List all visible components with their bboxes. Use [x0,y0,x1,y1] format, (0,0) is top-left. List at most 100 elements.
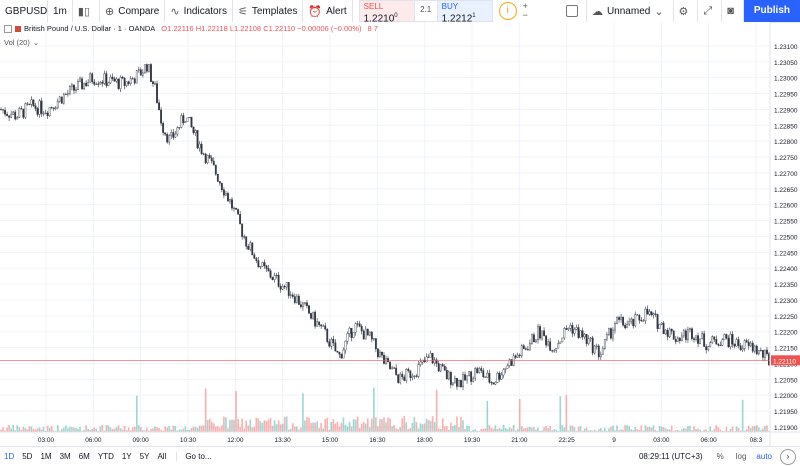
range-button-1m[interactable]: 1M [40,452,52,461]
candle-body [766,349,768,354]
candle-body [449,371,452,385]
candle-body [563,328,566,339]
volume-bar [472,429,474,432]
candle-body [597,345,600,358]
candle-body [723,334,726,340]
candle-body [200,143,203,154]
candle-body [328,341,331,347]
volume-bar [65,425,67,432]
candle-body [468,371,471,377]
sell-button[interactable]: SELL 1.22100 [359,1,414,24]
candle-body [30,99,33,105]
candle-body [109,76,112,84]
info-icon[interactable]: i [498,2,517,20]
templates-label: Templates [251,5,298,17]
range-button-3m[interactable]: 3M [59,452,71,461]
volume-bar [413,416,416,432]
candle-body [247,246,250,250]
indicators-button[interactable]: ∿ Indicators [165,0,233,22]
auto-toggle[interactable]: auto [756,452,772,461]
candle-body [672,330,675,340]
volume-bar [364,423,367,432]
price-axis[interactable]: 1.23100 1.23050 1.23000 1.22950 1.22900 1.228… [774,44,798,432]
volume-bar [715,425,718,432]
volume-bar [737,428,740,432]
volume-bar [247,425,250,432]
volume-bar [115,427,118,432]
volume-bar [253,426,256,432]
candle-body [308,305,310,314]
play-icon[interactable]: › [780,448,796,465]
candle-body [705,346,708,351]
range-button-5y[interactable]: 5Y [139,452,150,461]
volume-bar [634,427,637,432]
interval-button[interactable]: 1m [48,0,73,22]
range-button-1y[interactable]: 1Y [121,452,132,461]
candle-body [391,367,394,370]
volume-bar [535,429,537,432]
candle-body [133,78,136,84]
chart-style-button[interactable]: ▮▯ [73,0,101,22]
volume-bar [358,427,361,432]
candle-body [198,143,201,149]
snapshot-button[interactable]: ◙ [722,0,744,22]
volume-bar [107,425,110,432]
volume-bar [389,418,391,432]
candle-body [289,294,292,296]
publish-button[interactable]: Publish [743,0,800,22]
candle-body [435,359,438,364]
fullscreen-button[interactable]: ⤢ [698,0,723,22]
candle-body [14,111,17,120]
volume-bar [109,427,112,432]
chevron-down-icon[interactable]: ⌄ [32,38,40,47]
layout-checkbox[interactable] [565,5,578,17]
candle-body [139,69,142,76]
quantity-stepper[interactable]: + − [523,2,528,20]
candle-body [259,266,262,268]
buy-button[interactable]: BUY 1.22121 [437,1,492,24]
range-button-1d[interactable]: 1D [4,452,15,461]
range-button-ytd[interactable]: YTD [97,452,114,461]
compare-button[interactable]: ⊕ Compare [100,0,166,22]
candle-body [293,296,296,303]
volume-bar [312,422,314,432]
range-button-6m[interactable]: 6M [78,452,90,461]
candle-body [593,345,596,354]
volume-bar [581,430,584,432]
candle-body [535,339,537,343]
volume-bar [397,429,399,432]
goto-button[interactable]: Go to... [176,452,219,461]
settings-button[interactable]: ⚙ [674,0,699,22]
alert-button[interactable]: ⏰ Alert [303,0,353,22]
templates-button[interactable]: ⚟ Templates [233,0,304,22]
price-chart[interactable]: 1.23100 1.23050 1.23000 1.22950 1.22900 1.228… [0,22,800,446]
volume-bar [437,428,440,432]
volume-bar [202,425,205,432]
plus-icon[interactable]: + [522,1,528,11]
collapse-icon[interactable] [4,24,12,33]
candle-body [370,331,373,340]
volume-bar [208,418,211,432]
percent-toggle[interactable]: % [716,452,724,461]
volume-bar [304,420,306,432]
candle-body [40,100,43,114]
minus-icon[interactable]: − [522,10,528,20]
range-button-all[interactable]: All [157,452,167,461]
candle-body [547,341,550,346]
volume-bar [573,426,576,432]
time-axis[interactable]: 03:00 06:00 09:00 10:30 12:00 13:30 15:00 16:30… [38,437,763,444]
layout-button[interactable]: ☁ Unnamed ⌄ [585,0,674,22]
candle-body [257,260,260,268]
range-button-5d[interactable]: 5D [22,452,33,461]
volume-bar [614,430,616,432]
candle-body [443,366,446,371]
log-toggle[interactable]: log [735,452,747,461]
clock[interactable]: 08:29:11 (UTC+3) [638,452,703,461]
candle-body [484,376,487,378]
volume-bar [632,429,635,432]
symbol-search[interactable]: GBPUSD [0,0,48,22]
volume-bar [616,425,618,432]
candle-body [295,295,298,303]
candle-body [374,338,377,350]
volume-bar [261,422,264,432]
